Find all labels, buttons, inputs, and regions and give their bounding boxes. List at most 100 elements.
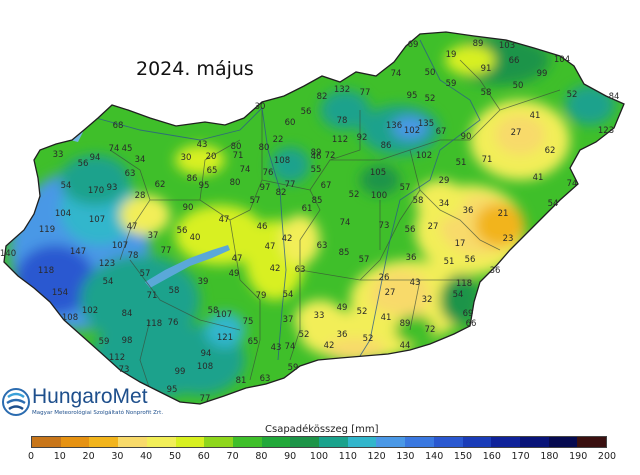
station-value: 42 (324, 341, 335, 351)
station-value: 65 (207, 166, 218, 176)
legend-swatch (60, 437, 90, 447)
station-value: 99 (175, 367, 186, 377)
station-value: 43 (410, 278, 421, 288)
station-value: 57 (250, 196, 261, 206)
station-value: 112 (109, 353, 125, 363)
station-value: 104 (55, 209, 71, 219)
station-value: 23 (503, 234, 514, 244)
station-value: 118 (456, 279, 472, 289)
legend-title: Csapadékösszeg [mm] (265, 424, 379, 435)
legend-tick-label: 170 (511, 451, 530, 462)
station-value: 56 (465, 255, 476, 265)
legend-tick-label: 0 (27, 451, 35, 462)
legend-swatch (491, 437, 520, 447)
station-value: 58 (208, 306, 219, 316)
logo-subtitle: Magyar Meteorológiai Szolgáltató Nonprof… (32, 410, 164, 416)
station-value: 58 (413, 196, 424, 206)
station-value: 140 (0, 249, 16, 259)
station-value: 85 (312, 196, 323, 206)
station-value: 108 (62, 313, 78, 323)
station-value: 49 (229, 269, 240, 279)
station-value: 69 (408, 40, 419, 50)
station-value: 105 (370, 168, 386, 178)
station-value: 41 (533, 173, 544, 183)
station-value: 56 (177, 226, 188, 236)
station-value: 39 (198, 277, 209, 287)
station-value: 100 (371, 191, 387, 201)
legend-tick-label: 140 (425, 451, 444, 462)
station-value: 73 (379, 221, 390, 231)
station-value: 98 (122, 336, 133, 346)
station-value: 79 (256, 291, 267, 301)
station-value: 63 (260, 374, 271, 384)
legend-swatch (290, 437, 320, 447)
map-title: 2024. május (136, 58, 254, 80)
station-value: 94 (201, 349, 212, 359)
station-value: 36 (463, 206, 474, 216)
station-value: 147 (70, 247, 86, 257)
legend-tick-label: 50 (168, 451, 182, 462)
legend-swatch (405, 437, 434, 447)
station-value: 43 (197, 140, 208, 150)
station-value: 67 (321, 181, 332, 191)
station-value: 47 (127, 222, 138, 232)
station-value: 43 (271, 343, 282, 353)
station-value: 95 (407, 91, 418, 101)
station-value: 118 (146, 319, 162, 329)
station-value: 74 (567, 179, 578, 189)
station-value: 56 (78, 159, 89, 169)
station-value: 76 (263, 168, 274, 178)
station-value: 42 (270, 264, 281, 274)
station-value: 82 (276, 188, 287, 198)
station-value: 55 (311, 165, 322, 175)
legend-swatch (89, 437, 119, 447)
station-value: 74 (391, 69, 402, 79)
station-value: 59 (99, 337, 110, 347)
station-value: 27 (511, 128, 522, 138)
station-value: 85 (339, 248, 350, 258)
station-value: 62 (545, 146, 556, 156)
station-value: 34 (439, 199, 450, 209)
station-value: 30 (255, 102, 266, 112)
legend-swatch (319, 437, 348, 447)
station-value: 59 (288, 363, 299, 373)
station-value: 123 (99, 259, 115, 269)
station-value: 45 (122, 144, 133, 154)
station-value: 29 (439, 176, 450, 186)
station-value: 37 (148, 231, 159, 241)
legend-swatch (577, 437, 607, 447)
station-value: 112 (332, 135, 348, 145)
legend-swatch (261, 437, 291, 447)
station-value: 74 (240, 165, 251, 175)
station-value: 154 (52, 288, 68, 298)
legend-swatch (118, 437, 147, 447)
station-value: 52 (299, 330, 310, 340)
station-value: 81 (236, 376, 247, 386)
station-value: 26 (379, 273, 390, 283)
station-value: 77 (360, 88, 371, 98)
station-value: 78 (337, 116, 348, 126)
station-value: 108 (274, 156, 290, 166)
station-value: 76 (168, 318, 179, 328)
legend-swatch (347, 437, 377, 447)
station-value: 71 (147, 291, 158, 301)
station-value: 52 (363, 334, 374, 344)
station-value: 77 (200, 394, 211, 404)
station-value: 42 (282, 234, 293, 244)
legend-swatch (204, 437, 233, 447)
station-value: 62 (155, 180, 166, 190)
station-value: 47 (265, 242, 276, 252)
station-value: 136 (386, 121, 402, 131)
legend-tick-label: 90 (284, 451, 297, 462)
station-value: 72 (425, 325, 436, 335)
station-value: 107 (112, 241, 128, 251)
station-value: 71 (482, 155, 493, 165)
station-value: 77 (161, 246, 172, 256)
station-value: 90 (183, 203, 194, 213)
legend-tick-label: 130 (396, 451, 415, 462)
legend-swatch (548, 437, 578, 447)
legend-swatch (146, 437, 176, 447)
station-value: 41 (381, 313, 392, 323)
